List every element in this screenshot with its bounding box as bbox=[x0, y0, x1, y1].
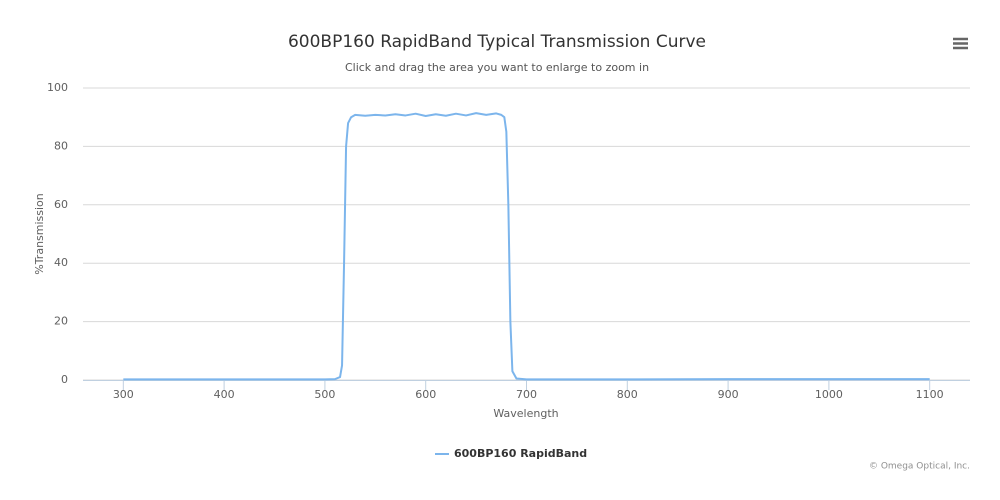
x-tick-label: 400 bbox=[214, 388, 235, 401]
legend-label[interactable]: 600BP160 RapidBand bbox=[454, 447, 587, 460]
x-tick-label: 600 bbox=[415, 388, 436, 401]
x-tick-label: 800 bbox=[617, 388, 638, 401]
y-tick-label: 80 bbox=[54, 139, 68, 152]
chart-title: 600BP160 RapidBand Typical Transmission … bbox=[288, 32, 706, 52]
x-tick-label: 1100 bbox=[916, 388, 944, 401]
x-tick-label: 700 bbox=[516, 388, 537, 401]
y-tick-label: 100 bbox=[47, 81, 68, 94]
y-tick-label: 60 bbox=[54, 198, 68, 211]
x-tick-label: 900 bbox=[718, 388, 739, 401]
x-tick-label: 300 bbox=[113, 388, 134, 401]
y-tick-label: 0 bbox=[61, 373, 68, 386]
y-axis-title: %Transmission bbox=[33, 193, 46, 275]
x-axis-title: Wavelength bbox=[493, 407, 558, 420]
chart-subtitle: Click and drag the area you want to enla… bbox=[345, 61, 649, 74]
x-tick-label: 500 bbox=[314, 388, 335, 401]
y-tick-label: 40 bbox=[54, 256, 68, 269]
menu-button[interactable] bbox=[950, 32, 972, 54]
y-tick-label: 20 bbox=[54, 315, 68, 328]
x-tick-label: 1000 bbox=[815, 388, 843, 401]
credits: © Omega Optical, Inc. bbox=[869, 462, 970, 472]
series-line bbox=[123, 112, 930, 381]
